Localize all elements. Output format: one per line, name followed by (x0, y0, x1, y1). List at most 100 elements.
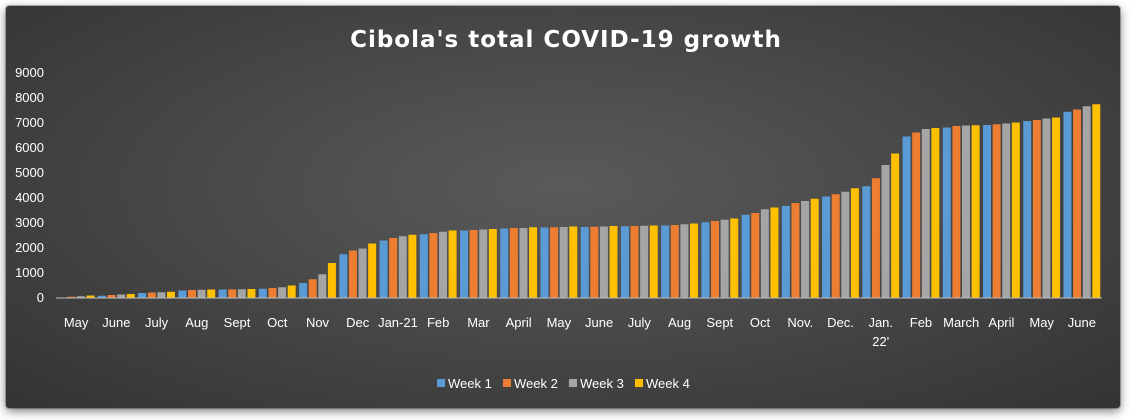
y-axis: 0 1000 2000 3000 4000 5000 6000 7000 8000 9000 (15, 65, 44, 305)
x-tick-label: July (628, 315, 652, 330)
bar (810, 198, 819, 298)
y-tick-label: 5000 (15, 165, 44, 180)
bar (76, 296, 85, 298)
y-tick-label: 1000 (15, 265, 44, 280)
bar (318, 274, 327, 298)
y-tick-label: 3000 (15, 215, 44, 230)
bar (1011, 122, 1020, 298)
bar (379, 240, 388, 298)
x-tick-label: Oct (267, 315, 288, 330)
bar (620, 226, 629, 298)
bar (126, 294, 135, 298)
x-tick-label: Nov (306, 315, 330, 330)
bar (550, 227, 559, 298)
bar (871, 178, 880, 298)
bar (147, 292, 156, 298)
bar (308, 279, 317, 298)
bar (881, 165, 890, 298)
x-tick-label: Oct (750, 315, 771, 330)
bar (117, 294, 126, 298)
bar (689, 223, 698, 298)
x-axis: May June July Aug Sept Oct Nov Dec Jan-21 Feb Mar A… (64, 315, 1096, 349)
x-tick-label: March (943, 315, 979, 330)
bar (670, 225, 679, 298)
x-tick-label: April (988, 315, 1014, 330)
legend-swatch (437, 379, 445, 387)
bar (1002, 123, 1011, 298)
bar (207, 289, 216, 298)
x-tick-label: Sept (224, 315, 251, 330)
bar (1073, 109, 1082, 298)
bar (157, 292, 166, 298)
bar (327, 263, 336, 298)
bar (398, 236, 407, 298)
bar (1023, 121, 1032, 298)
bar (1052, 117, 1061, 298)
x-tick-label: Nov. (787, 315, 813, 330)
x-tick-label: July (145, 315, 169, 330)
bar (931, 128, 940, 298)
bar (389, 238, 398, 298)
x-tick-label: Aug (668, 315, 691, 330)
x-tick-label: Mar (467, 315, 490, 330)
legend-label: Week 2 (514, 376, 558, 391)
bar (921, 129, 930, 298)
x-tick-label: May (547, 315, 572, 330)
bar (358, 248, 367, 298)
x-tick-label: Dec (346, 315, 370, 330)
bar (952, 126, 961, 298)
bar (942, 127, 951, 298)
chart-title: Cibola's total COVID-19 growth (350, 27, 782, 53)
bar (891, 153, 900, 298)
bar (701, 222, 710, 298)
bar (961, 125, 970, 298)
x-tick-label: June (102, 315, 130, 330)
x-tick-label: June (585, 315, 613, 330)
y-tick-label: 8000 (15, 90, 44, 105)
bar (609, 226, 618, 298)
bar (218, 289, 227, 298)
bar (86, 295, 95, 298)
bar (1042, 118, 1051, 298)
bar (751, 213, 760, 298)
bar (822, 196, 831, 298)
y-tick-label: 0 (37, 290, 44, 305)
bar (640, 225, 649, 298)
bar (741, 214, 750, 298)
legend: Week 1 Week 2 Week 3 Week 4 (437, 376, 690, 391)
bar (971, 125, 980, 298)
bar (661, 225, 670, 298)
bar (419, 234, 428, 298)
bar (339, 254, 348, 298)
x-tick-label: Dec. (827, 315, 854, 330)
bar (348, 250, 357, 298)
bar (599, 226, 608, 298)
legend-label: Week 4 (646, 376, 690, 391)
legend-label: Week 3 (580, 376, 624, 391)
bar (1063, 111, 1072, 298)
bar (760, 209, 769, 298)
x-tick-label: Feb (427, 315, 449, 330)
bar (460, 230, 469, 298)
bar (912, 132, 921, 298)
bar (97, 295, 106, 298)
bar (138, 293, 147, 298)
bar (902, 136, 911, 298)
bar (178, 290, 187, 298)
bar (299, 283, 308, 298)
bar (488, 229, 497, 298)
bar (649, 225, 658, 298)
y-tick-label: 9000 (15, 65, 44, 80)
x-tick-label: Sept (706, 315, 733, 330)
bar (720, 219, 729, 298)
bars (57, 104, 1101, 298)
bar (469, 230, 478, 298)
bar (770, 207, 779, 298)
bar (408, 234, 417, 298)
bar (429, 233, 438, 298)
bar (831, 194, 840, 298)
bar (237, 289, 246, 298)
x-tick-label: Jan. 22' (868, 315, 893, 349)
bar (801, 201, 810, 298)
